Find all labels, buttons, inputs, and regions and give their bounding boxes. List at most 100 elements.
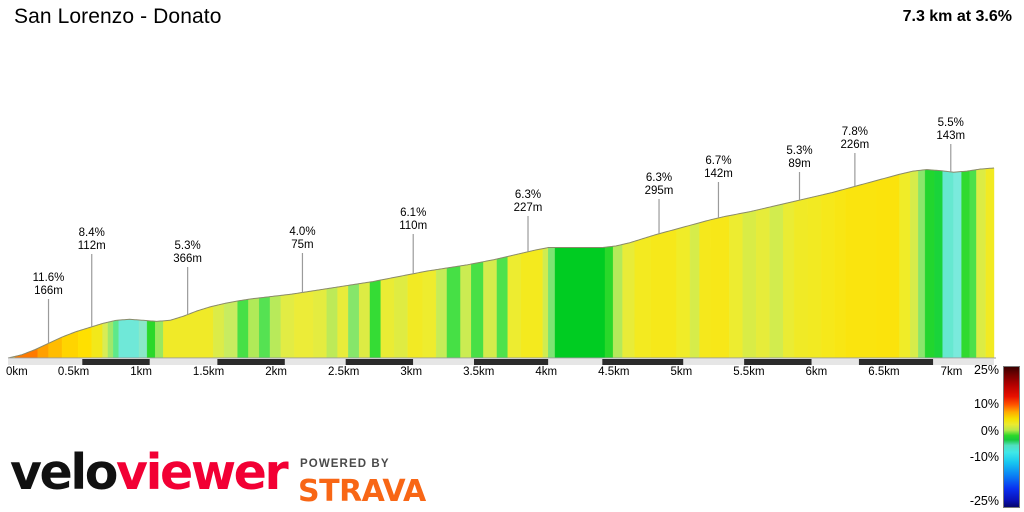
gradient-segment bbox=[554, 247, 606, 359]
gradient-annotation: 5.3% 89m bbox=[760, 145, 840, 170]
legend-tick-label: -10% bbox=[969, 449, 999, 464]
gradient-segment bbox=[969, 169, 977, 359]
gradient-segment bbox=[548, 247, 556, 359]
annotation-gradient: 5.3% bbox=[786, 145, 813, 157]
gradient-segment bbox=[961, 170, 970, 359]
gradient-segment bbox=[676, 225, 691, 359]
logo-viewer-text: viewer bbox=[116, 444, 289, 501]
x-axis-tick-label: 5.5km bbox=[733, 366, 765, 378]
gradient-segment bbox=[634, 235, 652, 359]
gradient-segment bbox=[521, 248, 544, 359]
gradient-segment bbox=[348, 283, 360, 359]
gradient-segment bbox=[61, 330, 79, 359]
annotation-gradient: 5.3% bbox=[174, 240, 201, 252]
x-axis-tick-label: 2.5km bbox=[327, 366, 360, 378]
annotation-gradient: 6.3% bbox=[514, 189, 542, 201]
surface-segment bbox=[548, 359, 603, 365]
gradient-annotation: 6.3% 227m bbox=[488, 189, 568, 214]
gradient-segment bbox=[507, 253, 522, 359]
annotation-gradient: 8.4% bbox=[78, 227, 105, 239]
gradient-segment bbox=[807, 194, 822, 359]
gradient-segment bbox=[337, 285, 349, 359]
gradient-segment bbox=[604, 246, 614, 359]
gradient-segment bbox=[622, 240, 635, 359]
annotation-gradient: 6.7% bbox=[705, 155, 732, 167]
x-axis-tick-label: 6km bbox=[805, 366, 828, 378]
gradient-legend-bar bbox=[1003, 366, 1020, 508]
annotation-length: 110m bbox=[399, 219, 428, 232]
gradient-segment bbox=[146, 320, 156, 359]
climb-summary-stats: 7.3 km at 3.6% bbox=[902, 8, 1012, 25]
gradient-segment bbox=[899, 171, 911, 359]
gradient-annotation: 5.5% 143m bbox=[911, 117, 991, 142]
annotation-length: 295m bbox=[644, 184, 674, 197]
annotation-length: 227m bbox=[513, 201, 543, 214]
gradient-segment bbox=[783, 201, 795, 359]
gradient-segment bbox=[237, 299, 249, 359]
gradient-segments bbox=[7, 167, 995, 359]
profile-svg bbox=[7, 144, 996, 365]
x-axis-tick-label: 3.5km bbox=[463, 366, 495, 378]
gradient-segment bbox=[91, 323, 103, 359]
gradient-segment bbox=[793, 197, 808, 359]
gradient-segment bbox=[358, 281, 371, 359]
veloviewer-logo[interactable]: veloviewer bbox=[10, 444, 289, 501]
surface-segment bbox=[284, 359, 346, 365]
gradient-segment bbox=[820, 191, 835, 359]
x-axis-tick-label: 5km bbox=[670, 366, 693, 378]
surface-segment bbox=[933, 359, 994, 365]
gradient-annotation: 8.4% 112m bbox=[52, 227, 132, 252]
gradient-segment bbox=[924, 169, 935, 359]
gradient-segment bbox=[542, 247, 549, 359]
gradient-segment bbox=[953, 171, 962, 359]
surface-segment bbox=[473, 359, 549, 365]
gradient-segment bbox=[876, 174, 900, 359]
annotation-gradient: 6.1% bbox=[400, 207, 427, 219]
gradient-segment bbox=[845, 180, 877, 359]
gradient-segment bbox=[689, 222, 700, 359]
surface-segment bbox=[744, 359, 812, 365]
profile-outline bbox=[7, 167, 995, 359]
gradient-annotation: 6.3% 295m bbox=[619, 172, 699, 197]
gradient-annotation: 5.3% 366m bbox=[148, 240, 228, 265]
powered-by-label: POWERED BY bbox=[300, 458, 390, 470]
legend-tick-label: -25% bbox=[969, 493, 999, 508]
x-axis-tick-label: 6.5km bbox=[868, 366, 900, 378]
annotation-length: 112m bbox=[77, 239, 106, 252]
x-axis-tick-label: 1km bbox=[130, 366, 152, 378]
gradient-segment bbox=[213, 303, 225, 359]
gradient-annotation: 11.6% 166m bbox=[9, 272, 89, 297]
elevation-profile-chart[interactable] bbox=[0, 40, 1024, 370]
x-axis-tick-label: 3km bbox=[400, 366, 423, 378]
surface-segment bbox=[683, 359, 745, 365]
x-axis-tick-label: 2km bbox=[265, 366, 287, 378]
annotation-gradient: 5.5% bbox=[937, 117, 964, 129]
gradient-segment bbox=[435, 267, 448, 359]
annotation-length: 366m bbox=[173, 252, 203, 265]
logo-velo-text: velo bbox=[10, 444, 118, 501]
legend-tick-label: 0% bbox=[980, 424, 999, 439]
annotation-gradient: 7.8% bbox=[841, 126, 868, 138]
gradient-segment bbox=[976, 168, 987, 359]
gradient-segment bbox=[985, 167, 995, 359]
surface-segment bbox=[602, 359, 684, 365]
gradient-annotation: 4.0% 75m bbox=[262, 226, 342, 251]
gradient-segment bbox=[446, 265, 461, 359]
annotation-length: 226m bbox=[840, 138, 870, 151]
x-axis-tick-label: 7km bbox=[940, 366, 963, 378]
gradient-segment bbox=[394, 274, 409, 359]
gradient-segment bbox=[313, 288, 327, 359]
gradient-segment bbox=[280, 293, 295, 359]
annotation-length: 142m bbox=[704, 167, 733, 180]
strava-logo[interactable]: STRAVA bbox=[298, 474, 426, 509]
x-axis-tick-label: 1.5km bbox=[192, 366, 225, 378]
footer-branding: veloviewer POWERED BY STRAVA bbox=[0, 440, 1024, 512]
x-axis-tick-label: 0km bbox=[6, 366, 28, 378]
gradient-segment bbox=[918, 169, 926, 359]
gradient-segment bbox=[729, 212, 743, 359]
road-surface-bar bbox=[8, 359, 994, 365]
surface-segment bbox=[858, 359, 934, 365]
gradient-segment bbox=[113, 319, 119, 359]
gradient-segment bbox=[259, 296, 271, 359]
